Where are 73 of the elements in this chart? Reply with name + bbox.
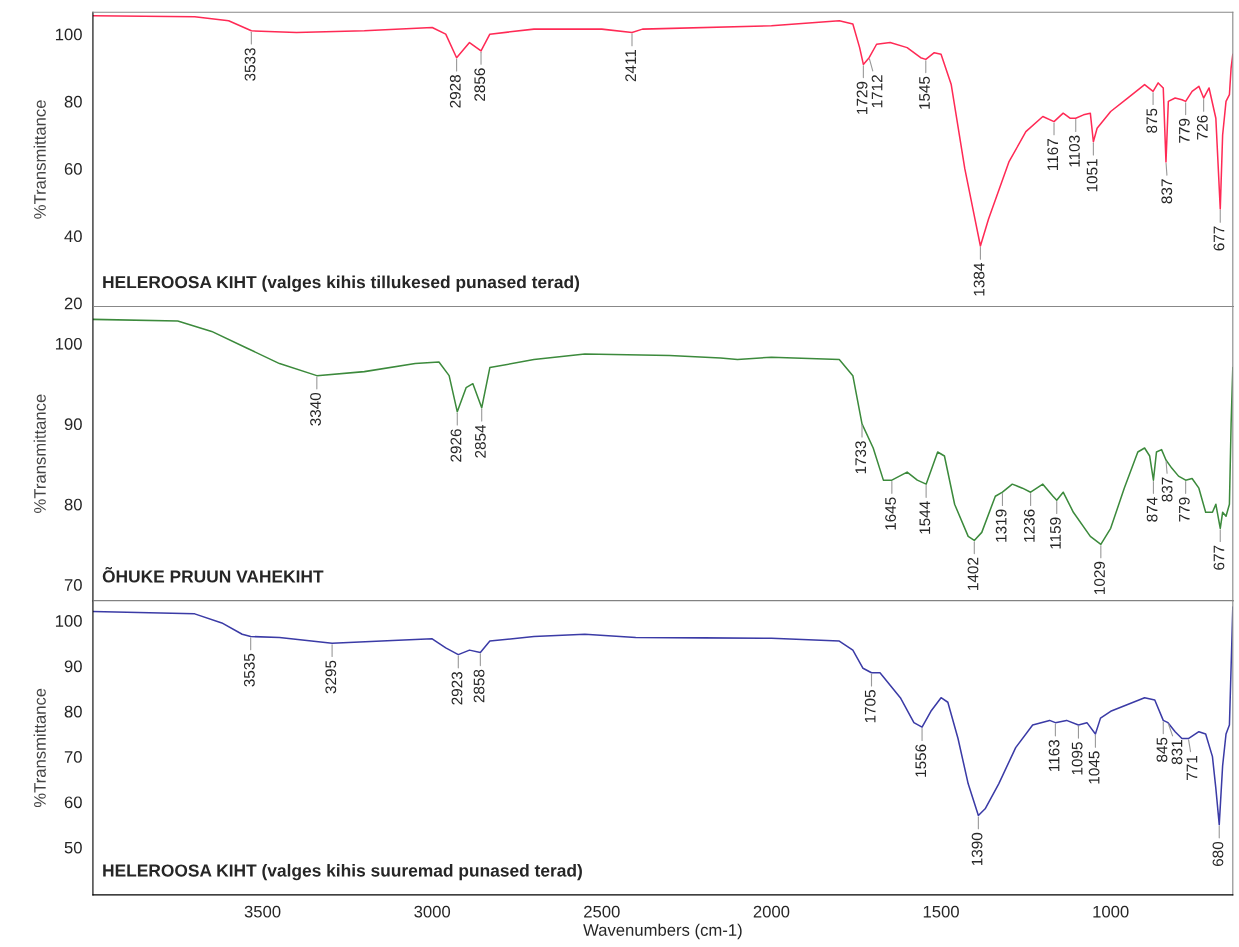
- annotation: 2923: [451, 671, 463, 705]
- annotation: 1556: [915, 744, 927, 777]
- annotation: 875: [1146, 108, 1158, 133]
- annotation: 1544: [919, 501, 931, 534]
- text: HELEROOSA KIHT (valges kihis suuremad punased terad): [103, 863, 582, 881]
- y-tick-label: 60: [64, 796, 82, 809]
- y-axis-title: %Transmittance: [33, 394, 46, 513]
- x-tick-label: 3000: [414, 905, 451, 918]
- annotation: 677: [1213, 226, 1225, 251]
- x-tick-label: 2500: [584, 905, 620, 918]
- annotation: 1384: [973, 263, 985, 296]
- annotation: 2854: [474, 424, 486, 458]
- y-tick-label: 80: [64, 95, 82, 108]
- annotation: 1103: [1069, 135, 1080, 167]
- annotation: 2411: [625, 49, 636, 82]
- annotation: 3295: [325, 660, 337, 694]
- y-tick-label: 100: [55, 337, 82, 350]
- text: HELEROOSA KIHT (valges kihis tillukesed punased terad): [103, 275, 580, 292]
- annotation: 726: [1196, 115, 1208, 140]
- annotation: 779: [1178, 118, 1190, 143]
- y-axis-title: %Transmittance: [33, 100, 46, 219]
- annotation: 1159: [1050, 517, 1061, 549]
- y-tick-label: 70: [64, 751, 82, 763]
- annotation: 2858: [473, 669, 485, 703]
- x-tick-label: 1500: [923, 905, 959, 918]
- y-axis-title: %Transmittance: [33, 688, 46, 808]
- y-tick-label: 80: [64, 705, 82, 718]
- annotation: 1051: [1086, 159, 1098, 192]
- annotation: 1545: [919, 76, 930, 109]
- annotation: 677: [1213, 545, 1225, 570]
- y-tick-label: 80: [64, 498, 82, 511]
- annotation: 1236: [1023, 509, 1035, 542]
- y-tick-label: 100: [55, 28, 82, 41]
- x-tick-label: 1000: [1093, 905, 1129, 918]
- y-tick-label: 70: [64, 579, 82, 591]
- annotation: 680: [1212, 841, 1224, 867]
- annotation: 1045: [1088, 751, 1100, 784]
- annotation: 1733: [855, 441, 867, 474]
- y-tick-label: 90: [64, 660, 82, 673]
- annotation: 2928: [449, 75, 461, 108]
- annotation: 3533: [244, 48, 256, 81]
- y-tick-label: 20: [64, 297, 82, 310]
- annotation: 831: [1171, 740, 1183, 765]
- annotation: 1095: [1071, 742, 1083, 775]
- annotation: 837: [1161, 179, 1173, 204]
- annotation: 874: [1146, 497, 1158, 522]
- annotation: 1712: [871, 75, 883, 108]
- annotation: 1319: [995, 509, 1007, 542]
- annotation: 845: [1156, 737, 1168, 762]
- x-tick-label: 3500: [244, 905, 281, 918]
- annotation: 1029: [1094, 561, 1105, 594]
- x-axis-title: Wavenumbers (cm-1): [583, 923, 742, 940]
- annotation: 1729: [856, 81, 868, 114]
- annotation: 2926: [450, 429, 462, 462]
- y-tick-label: 90: [64, 418, 82, 431]
- annotation: 1167: [1047, 139, 1059, 170]
- annotation: 3340: [310, 392, 321, 426]
- annotation: 1402: [967, 557, 979, 590]
- annotation: 779: [1178, 497, 1190, 522]
- annotation: 771: [1186, 755, 1198, 780]
- annotation: 1705: [864, 690, 876, 723]
- y-tick-label: 100: [55, 615, 82, 627]
- text: ÕHUKE PRUUN VAHEKIHT: [102, 566, 324, 583]
- x-tick-label: 2000: [753, 905, 790, 918]
- y-tick-label: 40: [64, 230, 82, 243]
- annotation: 1390: [971, 832, 983, 866]
- y-tick-label: 50: [64, 841, 82, 854]
- annotation: 837: [1161, 477, 1173, 502]
- annotation: 3535: [243, 653, 255, 687]
- annotation: 2856: [474, 68, 486, 101]
- annotation: 1163: [1048, 739, 1060, 772]
- annotation: 1645: [885, 497, 896, 530]
- y-tick-label: 60: [64, 163, 82, 175]
